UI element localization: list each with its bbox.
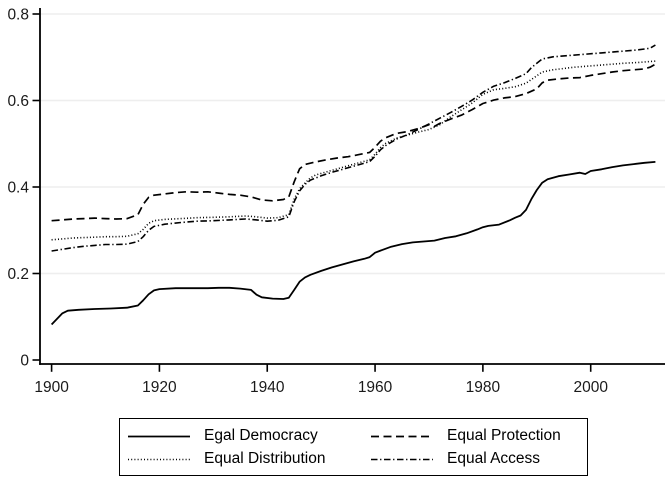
- x-tick-label: 2000: [573, 379, 608, 396]
- x-tick-label: 1900: [34, 379, 69, 396]
- series-line-equal-access: [51, 44, 656, 252]
- series-line-equal-distribution: [51, 60, 656, 241]
- legend-label-egal-democracy: Egal Democracy: [204, 426, 318, 444]
- x-tick-label: 1920: [142, 379, 177, 396]
- x-tick-label: 1980: [466, 379, 501, 396]
- y-tick-label: 0.2: [7, 266, 29, 283]
- legend-line-sample-dashdot: [371, 458, 433, 460]
- series-line-egal-democracy: [50, 161, 656, 326]
- legend-line-sample-dashed: [371, 435, 433, 437]
- line-chart-plot: 0 0.2 0.4 0.6 0.8 1900 1920 1940 1960 1980 2000: [7, 7, 665, 396]
- x-tick-label: 1960: [358, 379, 393, 396]
- y-tick-label: 0.6: [7, 93, 29, 110]
- y-tick-label: 0.8: [7, 7, 29, 24]
- legend-box: Egal Democracy Equal Protection Equal Di…: [119, 418, 588, 476]
- legend-label-equal-protection: Equal Protection: [447, 426, 561, 444]
- legend-item-equal-distribution: Equal Distribution: [127, 450, 370, 468]
- legend-line-sample-dotted: [128, 458, 190, 460]
- y-tick-label: 0.4: [7, 180, 29, 197]
- legend-item-equal-protection: Equal Protection: [370, 427, 561, 445]
- series-line-equal-protection: [51, 63, 656, 222]
- legend-row: Egal Democracy Equal Protection: [127, 424, 587, 447]
- legend-item-equal-access: Equal Access: [370, 450, 540, 468]
- legend-item-egal-democracy: Egal Democracy: [127, 427, 370, 445]
- legend-line-sample-solid: [128, 435, 190, 437]
- x-tick-label: 1940: [250, 379, 285, 396]
- y-tick-label: 0: [20, 353, 29, 370]
- legend-row: Equal Distribution Equal Access: [127, 447, 587, 470]
- legend-label-equal-distribution: Equal Distribution: [204, 449, 326, 467]
- legend-label-equal-access: Equal Access: [447, 449, 541, 467]
